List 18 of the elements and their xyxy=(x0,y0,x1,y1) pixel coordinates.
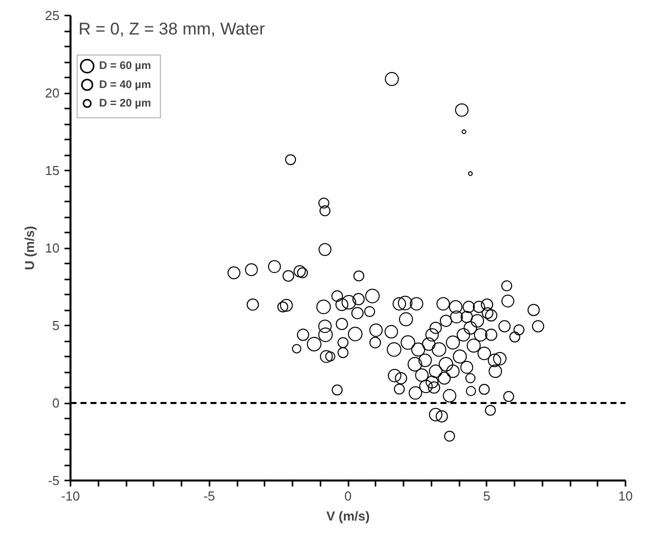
x-tick-label: -10 xyxy=(61,488,80,504)
y-tick-label: 5 xyxy=(52,318,60,333)
legend-label: D = 20 µm xyxy=(99,97,152,110)
chart-title: R = 0, Z = 38 mm, Water xyxy=(78,20,266,38)
y-tick-label: 10 xyxy=(45,240,60,256)
y-tick-label: -5 xyxy=(48,473,60,488)
legend-label: D = 60 µm xyxy=(99,60,152,72)
x-axis-title: V (m/s) xyxy=(326,508,370,524)
x-tick-label: 5 xyxy=(483,488,490,504)
x-tick-label: 0 xyxy=(344,488,352,504)
x-tick-label: -5 xyxy=(203,488,216,504)
legend-label: D = 40 µm xyxy=(99,78,152,91)
y-tick-label: 25 xyxy=(45,8,60,23)
y-tick-label: 20 xyxy=(45,86,60,100)
y-axis-title: U (m/s) xyxy=(22,226,38,270)
y-tick-label: 0 xyxy=(52,396,60,410)
x-tick-label: 10 xyxy=(618,488,633,504)
y-tick-label: 15 xyxy=(45,163,60,178)
